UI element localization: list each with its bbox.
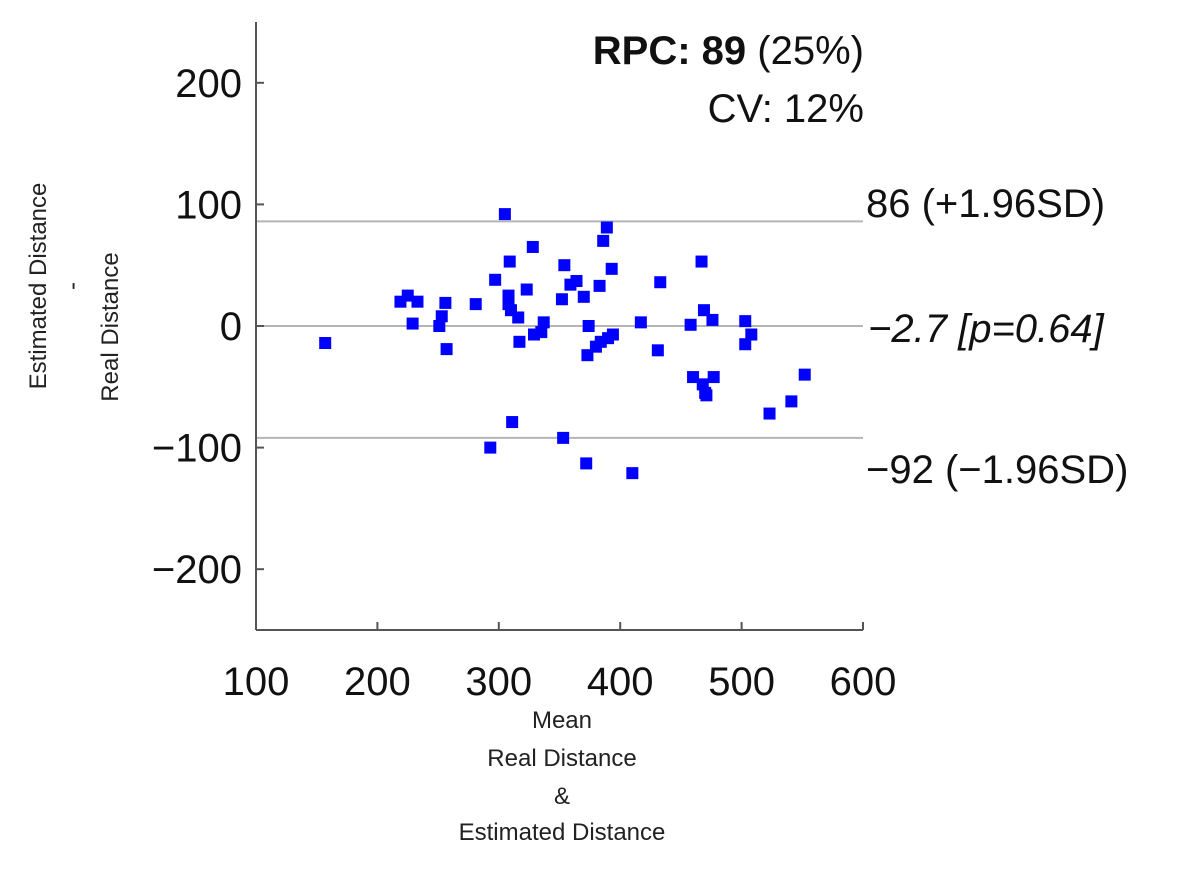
x-axis-label-line-1: Mean [532,707,592,734]
y-tick-label: 200 [175,62,242,106]
data-point [439,296,452,309]
data-points [319,208,811,480]
data-point [526,240,539,253]
y-tick-label: 100 [175,183,242,227]
data-point [469,298,482,311]
lower-limit-label: −92 (−1.96SD) [866,448,1128,492]
data-point [739,315,752,328]
x-tick-label: 600 [830,660,897,704]
y-tick-label: 0 [220,305,242,349]
x-tick-label: 100 [223,660,290,704]
y-tick-labels: 200 100 0 −100 −200 [152,62,242,592]
data-point [626,467,639,480]
data-point [763,407,776,420]
x-tick-marks [255,622,864,630]
data-point [707,371,720,384]
data-point [489,273,502,286]
data-point [577,290,590,303]
data-point [654,276,667,289]
data-point [503,255,516,268]
data-point [697,304,710,317]
data-point [684,318,697,331]
upper-limit-label: 86 (+1.96SD) [866,182,1105,226]
data-point [739,338,752,351]
data-point [520,283,533,296]
data-point [634,316,647,329]
x-axis-label: Mean Real Distance & Estimated Distance [459,707,666,846]
data-point [593,279,606,292]
data-point [597,234,610,247]
data-point [502,289,515,302]
y-tick-marks [256,81,264,571]
data-point [513,335,526,348]
data-point [798,368,811,381]
data-point [537,316,550,329]
data-point [506,416,519,429]
x-tick-label: 300 [465,660,532,704]
data-point [555,293,568,306]
data-point [401,289,414,302]
data-point [433,320,446,332]
mean-bias-label: −2.7 [p=0.64] [868,307,1105,351]
rpc-annotation: RPC: 89 (25%) [593,29,864,73]
data-point [406,317,419,330]
y-axis-label-line-1: Estimated Distance [25,183,52,390]
data-point [605,262,618,275]
data-point [785,395,798,408]
data-point [557,431,570,444]
data-point [745,328,758,341]
x-tick-label: 500 [708,660,775,704]
y-tick-label: −200 [152,548,242,592]
data-point [706,313,719,326]
data-point [319,337,332,350]
data-point [606,328,619,341]
x-axis-label-line-2: Real Distance [487,745,636,772]
data-point [502,298,515,311]
x-axis-label-line-3: & [554,783,570,810]
data-point [411,295,424,308]
data-point [440,343,453,356]
x-tick-label: 400 [587,660,654,704]
cv-annotation: CV: 12% [708,87,864,131]
data-point [580,457,593,470]
data-point [651,344,664,357]
y-axis-label-line-2: - [59,282,86,290]
rpc-percent: (25%) [746,29,864,73]
x-tick-labels: 100 200 300 400 500 600 [223,660,897,704]
data-point [558,259,571,272]
y-tick-label: −100 [152,427,242,471]
data-point [512,311,525,324]
data-point [582,320,595,332]
data-point [484,441,497,454]
data-point [535,326,548,339]
y-axis-label-line-3: Real Distance [97,252,124,401]
data-point [700,389,713,402]
rpc-value: RPC: 89 [593,29,746,73]
y-axis-label: Estimated Distance - Real Distance [25,183,124,402]
data-point [570,275,583,288]
data-point [695,255,708,268]
x-tick-label: 200 [344,660,411,704]
data-point [687,371,700,384]
data-point [498,208,511,221]
x-axis-label-line-4: Estimated Distance [459,819,666,846]
data-point [435,310,448,323]
data-point [600,221,613,234]
